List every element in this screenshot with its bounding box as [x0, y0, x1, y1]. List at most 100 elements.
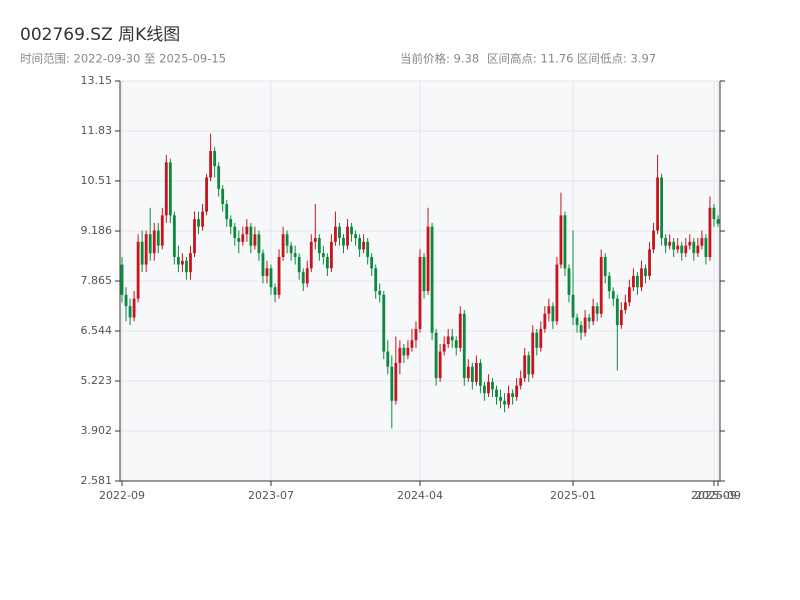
- candle-body: [571, 294, 575, 318]
- candle-body: [418, 256, 422, 329]
- candle-body: [402, 347, 406, 356]
- y-tick-label: 2.581: [81, 474, 113, 487]
- candle-body: [535, 332, 539, 348]
- candle-body: [644, 268, 647, 276]
- x-tick-label: 2025-09: [691, 489, 737, 502]
- candle-body: [201, 211, 204, 227]
- candle-body: [632, 275, 635, 288]
- candle-body: [205, 177, 208, 212]
- candle-body: [712, 207, 716, 220]
- candle-body: [696, 245, 700, 254]
- candle-body: [386, 351, 390, 367]
- candle-body: [176, 256, 180, 265]
- candle-body: [209, 151, 213, 178]
- candle-body: [358, 238, 362, 250]
- candle-body: [648, 249, 651, 276]
- candle-body: [688, 241, 692, 246]
- candle-body: [483, 385, 486, 394]
- candle-body: [470, 366, 474, 382]
- candle-body: [587, 317, 591, 322]
- candle-body: [181, 260, 184, 265]
- candle-body: [434, 332, 438, 379]
- candle-body: [237, 238, 241, 242]
- candle-body: [273, 287, 277, 295]
- candle-body: [189, 253, 192, 273]
- candle-body: [394, 362, 398, 401]
- candle-body: [414, 328, 418, 341]
- candle-body: [531, 332, 535, 375]
- candle-body: [366, 241, 370, 257]
- candle-body: [692, 241, 696, 254]
- candle-body: [591, 306, 595, 322]
- candle-body: [716, 219, 720, 224]
- candle-body: [317, 238, 321, 254]
- stat: 当前价格: 9.38: [400, 52, 479, 66]
- candle-body: [664, 238, 668, 246]
- candle-body: [398, 347, 402, 363]
- y-tick-label: 10.51: [81, 174, 113, 187]
- candle-body: [487, 381, 490, 394]
- candle-body: [350, 226, 353, 235]
- candle-body: [474, 362, 478, 382]
- candle-body: [495, 389, 498, 398]
- y-tick-label: 6.544: [81, 324, 113, 337]
- candle-body: [519, 378, 523, 386]
- candle-body: [575, 317, 579, 326]
- candle-body: [652, 230, 655, 250]
- candle-body: [684, 245, 688, 254]
- candle-body: [636, 275, 639, 288]
- candle-body: [491, 381, 494, 390]
- candle-body: [619, 309, 623, 326]
- candle-body: [160, 215, 164, 246]
- candle-body: [342, 238, 345, 246]
- candle-body: [676, 245, 680, 250]
- candle-body: [422, 256, 426, 292]
- candle-body: [660, 177, 664, 239]
- chart-title: 002769.SZ 周K线图: [20, 25, 180, 45]
- candle-body: [454, 340, 458, 348]
- candle-body: [213, 151, 217, 167]
- candle-body: [623, 302, 627, 310]
- candle-body: [507, 393, 510, 405]
- candle-body: [193, 219, 196, 254]
- candle-body: [281, 234, 285, 257]
- candle-body: [704, 238, 708, 257]
- candle-body: [253, 234, 257, 246]
- y-tick-label: 13.15: [81, 74, 113, 87]
- candle-body: [362, 241, 366, 250]
- candle-body: [277, 256, 281, 295]
- candle-body: [527, 355, 531, 375]
- subtitle: 时间范围: 2022-09-30 至 2025-09-15: [20, 52, 226, 66]
- candle-body: [241, 234, 245, 242]
- candle-body: [382, 294, 386, 352]
- candle-body: [140, 241, 144, 265]
- candle-body: [156, 230, 160, 246]
- candle-body: [257, 234, 261, 254]
- candle-body: [563, 215, 567, 269]
- candle-body: [293, 253, 297, 257]
- candle-body: [567, 268, 571, 295]
- candle-body: [378, 291, 382, 295]
- candle-body: [680, 245, 684, 254]
- candle-body: [410, 340, 414, 348]
- candle-body: [551, 306, 555, 322]
- stat: 区间低点: 3.97: [577, 52, 656, 66]
- candle-body: [265, 268, 269, 276]
- candle-body: [374, 268, 378, 292]
- candle-body: [708, 207, 712, 257]
- candle-body: [438, 351, 442, 379]
- candle-body: [297, 256, 301, 273]
- candle-body: [511, 393, 515, 398]
- candle-body: [269, 268, 273, 288]
- candle-body: [499, 397, 502, 401]
- candle-body: [346, 226, 349, 246]
- candle-body: [233, 226, 237, 239]
- candle-body: [128, 306, 132, 318]
- candle-body: [627, 287, 631, 303]
- candle-body: [478, 362, 482, 386]
- candle-body: [136, 241, 140, 299]
- candle-body: [579, 325, 583, 333]
- candle-body: [148, 234, 152, 254]
- candle-body: [668, 241, 672, 246]
- candle-body: [442, 344, 446, 352]
